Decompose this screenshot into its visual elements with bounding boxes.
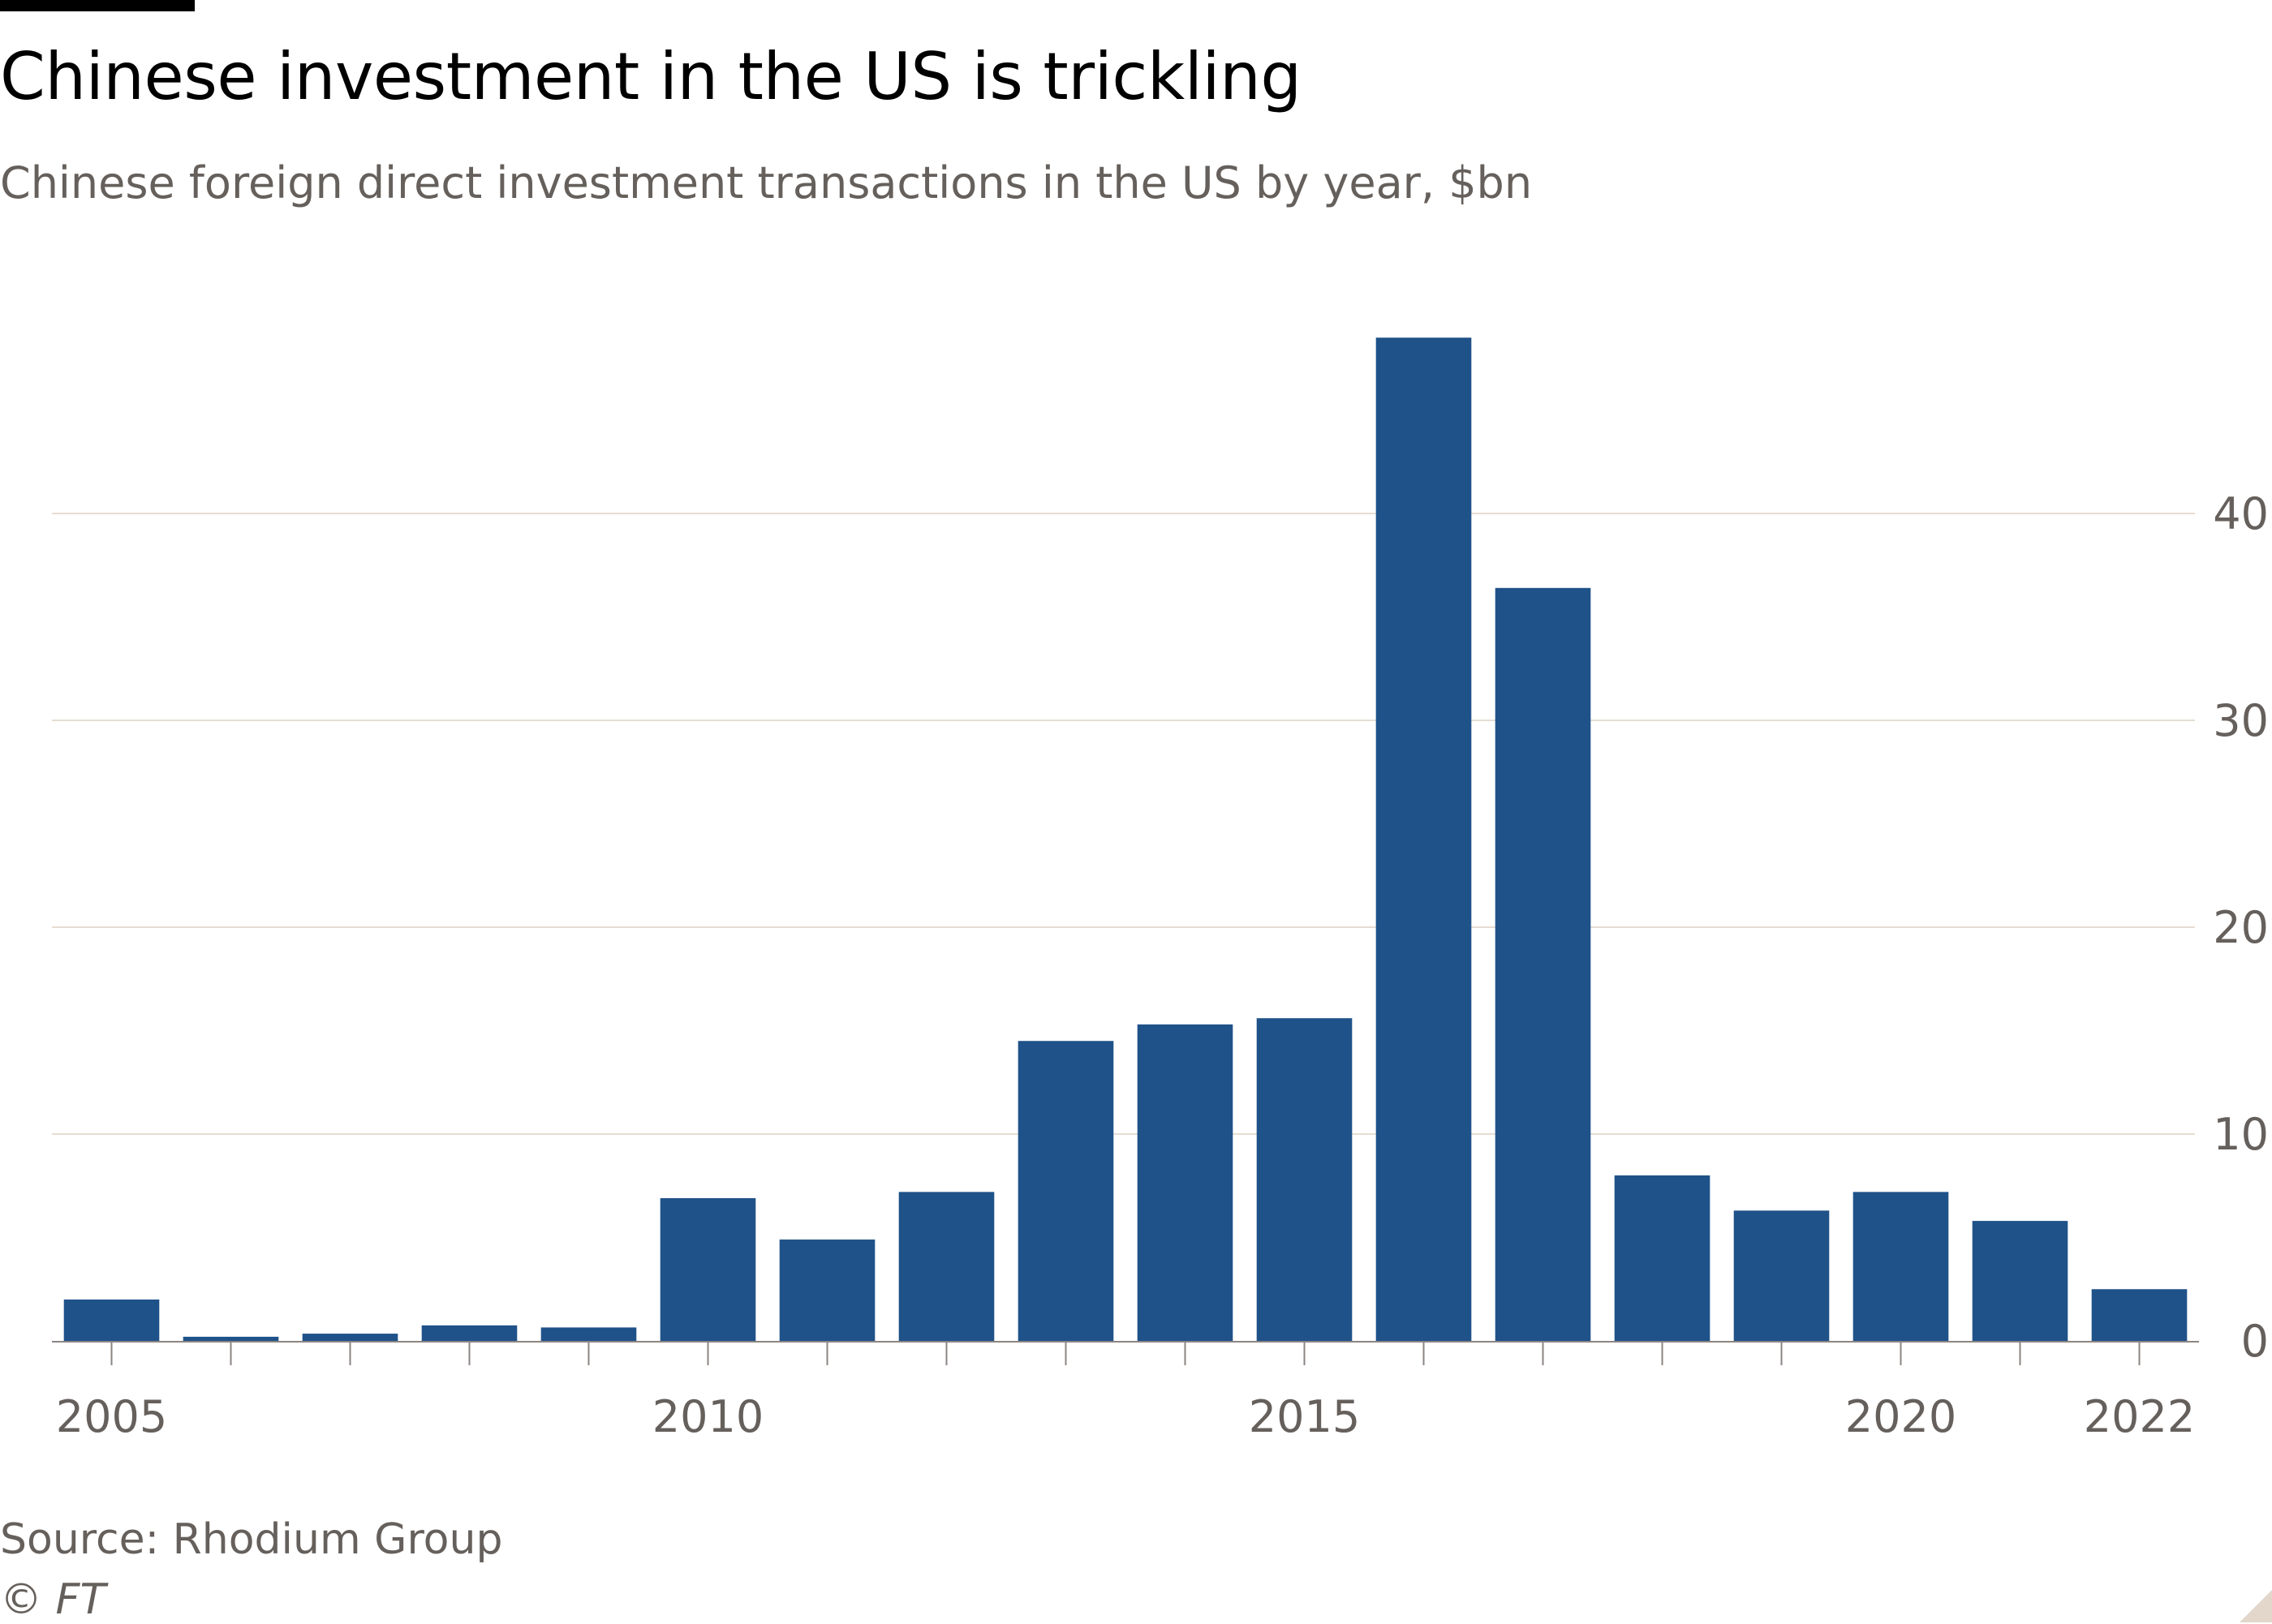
bar-2019 [1733,1210,1830,1341]
bar-2011 [779,1239,876,1341]
x-axis [52,1341,2199,1365]
y-tick-label: 40 [2213,488,2269,539]
bars [63,337,2188,1341]
copyright-note: © FT [0,1575,106,1624]
x-tick-labels: 2005 2010 2015 2020 2022 [56,1391,2195,1442]
bar-2016 [1375,337,1472,1341]
gridlines [52,513,2195,1135]
x-tick-label: 2022 [2084,1391,2195,1442]
x-tick-label: 2005 [56,1391,167,1442]
bar-2017 [1495,587,1591,1341]
bar-2005 [63,1300,160,1341]
corner-fold [2240,1590,2272,1622]
source-note: Source: Rhodium Group [0,1515,503,1564]
bar-2013 [1018,1041,1114,1341]
bar-2020 [1852,1192,1949,1341]
y-tick-labels: 0 10 20 30 40 [2213,488,2269,1367]
bar-2009 [540,1327,637,1341]
y-tick-label: 20 [2213,902,2269,953]
bar-2008 [421,1325,518,1341]
bar-2015 [1256,1018,1353,1341]
chart-subtitle: Chinese foreign direct investment transa… [0,157,1533,208]
bar-2010 [660,1198,756,1341]
x-tick-label: 2020 [1845,1391,1956,1442]
bar-2007 [302,1334,398,1341]
bar-2021 [1972,1221,2068,1341]
top-accent-bar [0,0,195,11]
bar-chart: 0 10 20 30 40 2005 2010 2015 2020 2022 [52,337,2269,1442]
y-tick-label: 10 [2213,1109,2269,1160]
bar-2022 [2091,1289,2188,1341]
y-tick-label: 0 [2241,1316,2269,1367]
bar-2018 [1614,1175,1710,1341]
x-tick-label: 2010 [652,1391,764,1442]
y-tick-label: 30 [2213,695,2269,746]
chart-title: Chinese investment in the US is tricklin… [0,39,1302,114]
x-tick-label: 2015 [1249,1391,1360,1442]
bar-2014 [1137,1024,1233,1341]
bar-2006 [183,1336,279,1341]
bar-2012 [898,1192,995,1341]
